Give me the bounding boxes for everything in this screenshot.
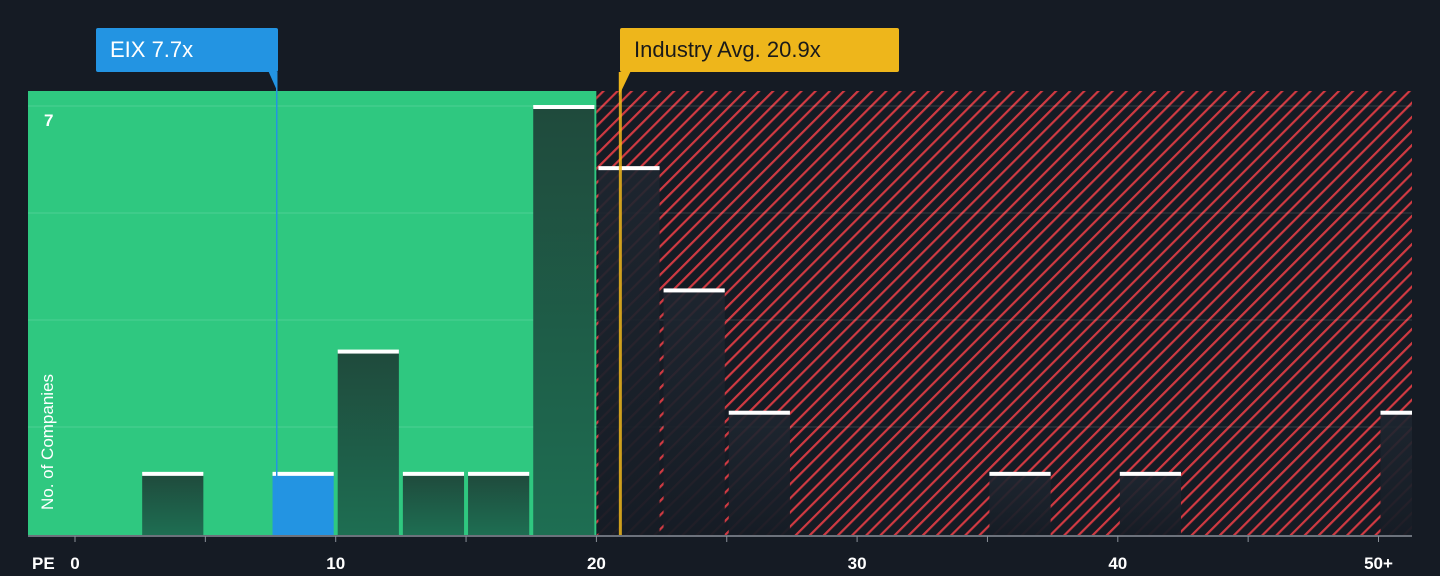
x-tick-label: 20 [587, 554, 606, 571]
histogram-bar [337, 351, 399, 535]
company-pe-callout: EIX 7.7x [96, 28, 278, 72]
undervalued-zone [28, 91, 597, 535]
y-axis-label: No. of Companies [38, 373, 57, 511]
bar-cap [1119, 471, 1181, 476]
histogram-bar [989, 473, 1051, 535]
x-tick-label: 50+ [1364, 554, 1393, 571]
bar-cap [272, 471, 334, 476]
x-tick-label: 0 [70, 554, 79, 571]
histogram-bar [1380, 412, 1412, 535]
bar-cap [598, 166, 660, 171]
company-bar [272, 473, 334, 535]
bar-cap [142, 471, 204, 476]
histogram-bar [468, 473, 530, 535]
bar-cap [728, 410, 790, 415]
company-callout-pointer [268, 72, 277, 90]
x-tick-label: 10 [326, 554, 345, 571]
histogram-bar [1119, 473, 1181, 535]
x-tick-label: 30 [848, 554, 867, 571]
bar-cap [468, 471, 530, 476]
bar-cap [337, 349, 399, 354]
bar-cap [663, 288, 725, 293]
histogram-bar [533, 107, 595, 535]
x-axis-label: PE [32, 554, 55, 573]
histogram-bar [728, 412, 790, 535]
industry-avg-callout: Industry Avg. 20.9x [620, 28, 899, 72]
histogram-bar [402, 473, 465, 535]
bar-cap [989, 471, 1051, 476]
industry-callout-pointer [618, 72, 631, 96]
bar-cap [402, 471, 465, 476]
histogram-bar [663, 290, 725, 535]
histogram-bar [142, 473, 204, 535]
histogram-bar [598, 168, 660, 535]
y-axis-max-tick: 7 [44, 111, 54, 130]
x-tick-label: 40 [1108, 554, 1127, 571]
bar-cap [533, 105, 595, 109]
bar-cap [1380, 410, 1412, 415]
